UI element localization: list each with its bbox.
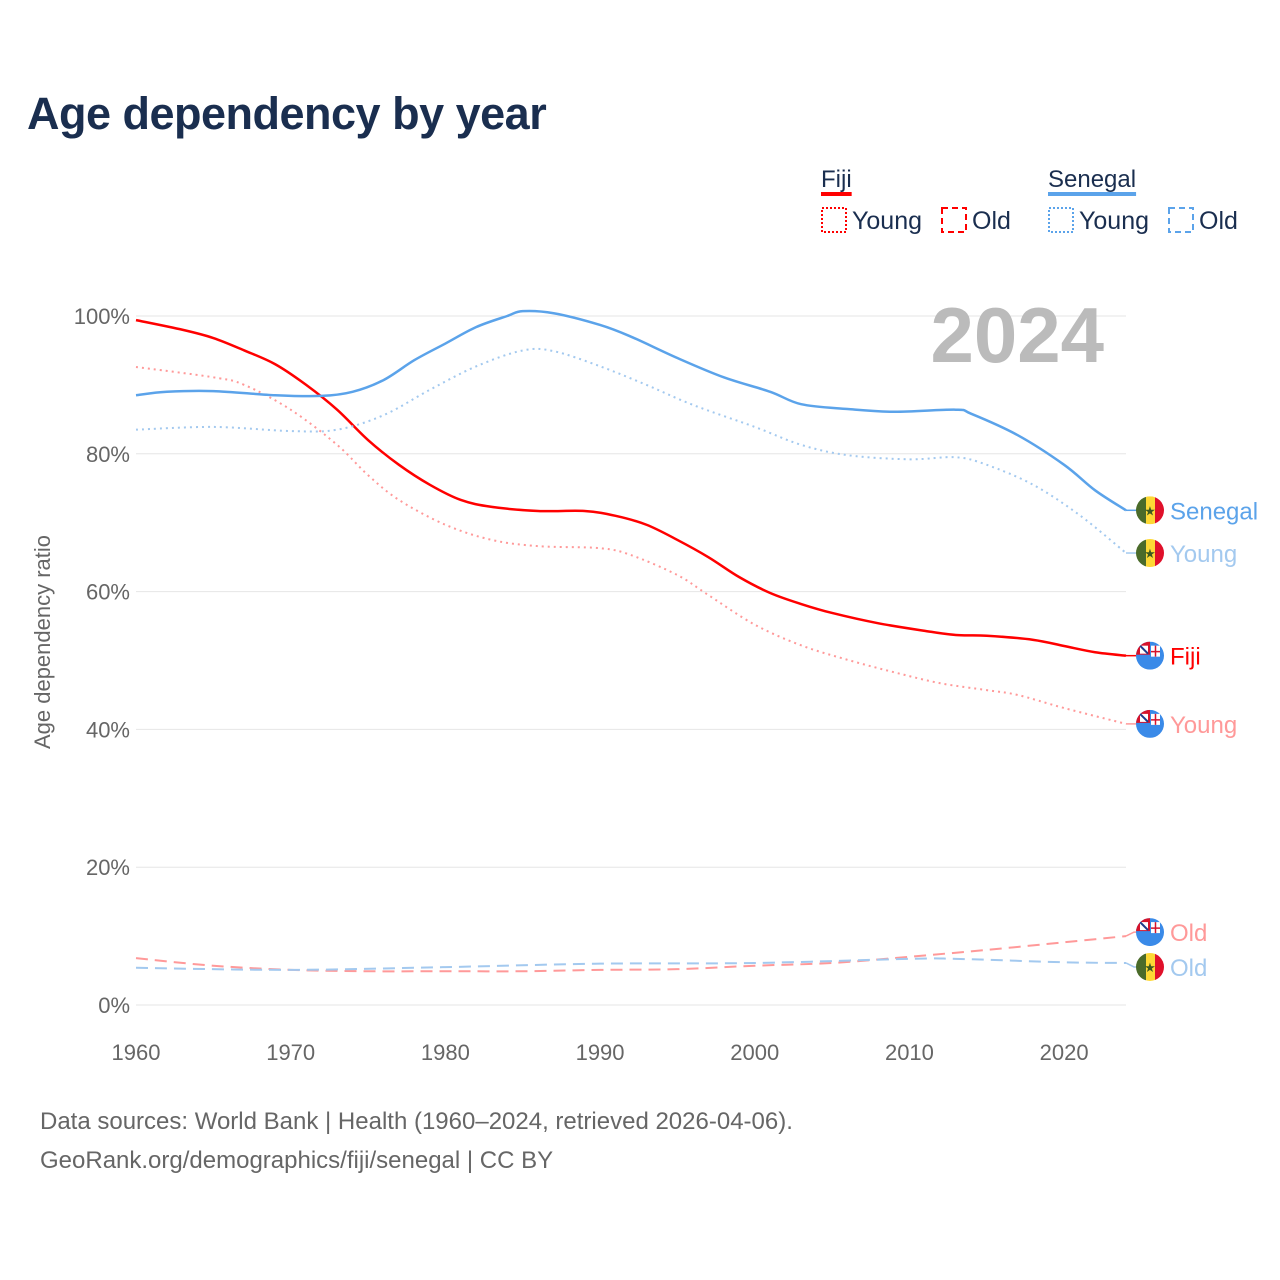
series-line-senegal-young bbox=[135, 347, 1127, 554]
senegal-flag-icon: ★ bbox=[1136, 496, 1164, 525]
x-tick-label: 1980 bbox=[421, 1040, 470, 1065]
source-link[interactable]: GeoRank.org/demographics/fiji/senegal | … bbox=[40, 1147, 554, 1174]
fiji-flag-icon bbox=[1136, 709, 1164, 738]
legend-item-old[interactable]: Old bbox=[972, 207, 1011, 235]
x-tick-label: 2010 bbox=[885, 1040, 934, 1065]
legend-color-bar bbox=[821, 192, 852, 196]
data-sources: Data sources: World Bank | Health (1960–… bbox=[40, 1108, 793, 1135]
senegal-flag-icon: ★ bbox=[1136, 952, 1164, 981]
series-line-senegal bbox=[135, 309, 1127, 512]
fiji-flag-icon bbox=[1136, 641, 1164, 670]
legend-item-young[interactable]: Young bbox=[852, 207, 922, 235]
x-tick-label: 1990 bbox=[576, 1040, 625, 1065]
end-label: Old bbox=[1170, 920, 1207, 947]
svg-text:★: ★ bbox=[1144, 960, 1156, 975]
end-label: Old bbox=[1170, 955, 1207, 982]
series-line-fiji-young bbox=[135, 365, 1127, 725]
svg-text:★: ★ bbox=[1144, 546, 1156, 561]
svg-text:★: ★ bbox=[1144, 503, 1156, 518]
y-axis-label: Age dependency ratio bbox=[30, 535, 55, 749]
senegal-flag-icon: ★ bbox=[1136, 539, 1164, 568]
y-tick-label: 40% bbox=[86, 717, 130, 742]
series-line-fiji bbox=[135, 318, 1127, 657]
end-label: Young bbox=[1170, 712, 1237, 739]
legend-item-old[interactable]: Old bbox=[1199, 207, 1238, 235]
legend-group-fiji[interactable]: Fiji bbox=[821, 166, 852, 193]
end-labels: Fiji Young Old ★ Senegal ★ Young ★ Old bbox=[1125, 496, 1258, 982]
x-tick-label: 2000 bbox=[730, 1040, 779, 1065]
y-tick-label: 0% bbox=[98, 993, 130, 1018]
x-tick-label: 1960 bbox=[112, 1040, 161, 1065]
series-line-fiji-old bbox=[135, 935, 1127, 973]
y-tick-label: 100% bbox=[74, 304, 130, 329]
legend-item-young[interactable]: Young bbox=[1079, 207, 1149, 235]
dashed-swatch-icon bbox=[1168, 207, 1194, 233]
dashed-swatch-icon bbox=[941, 207, 967, 233]
legend-color-bar bbox=[1048, 192, 1137, 196]
legend-group-senegal[interactable]: Senegal bbox=[1048, 166, 1136, 193]
end-label: Fiji bbox=[1170, 644, 1201, 671]
dotted-swatch-icon bbox=[821, 207, 847, 233]
end-label: Young bbox=[1170, 541, 1237, 568]
y-tick-label: 60% bbox=[86, 580, 130, 605]
series-line-senegal-old bbox=[135, 957, 1127, 971]
y-axis-ticks: 0% 20% 40% 60% 80% 100% bbox=[74, 304, 130, 1018]
year-badge: 2024 bbox=[930, 291, 1104, 379]
dotted-swatch-icon bbox=[1048, 207, 1074, 233]
y-tick-label: 80% bbox=[86, 442, 130, 467]
y-tick-label: 20% bbox=[86, 855, 130, 880]
end-label: Senegal bbox=[1170, 498, 1258, 525]
chart-title: Age dependency by year bbox=[27, 88, 547, 139]
x-tick-label: 1970 bbox=[266, 1040, 315, 1065]
gridlines bbox=[136, 315, 1126, 1006]
fiji-flag-icon bbox=[1136, 918, 1164, 947]
x-axis-ticks: 1960 1970 1980 1990 2000 2010 2020 bbox=[112, 1040, 1089, 1065]
series-lines bbox=[135, 309, 1127, 973]
x-tick-label: 2020 bbox=[1040, 1040, 1089, 1065]
